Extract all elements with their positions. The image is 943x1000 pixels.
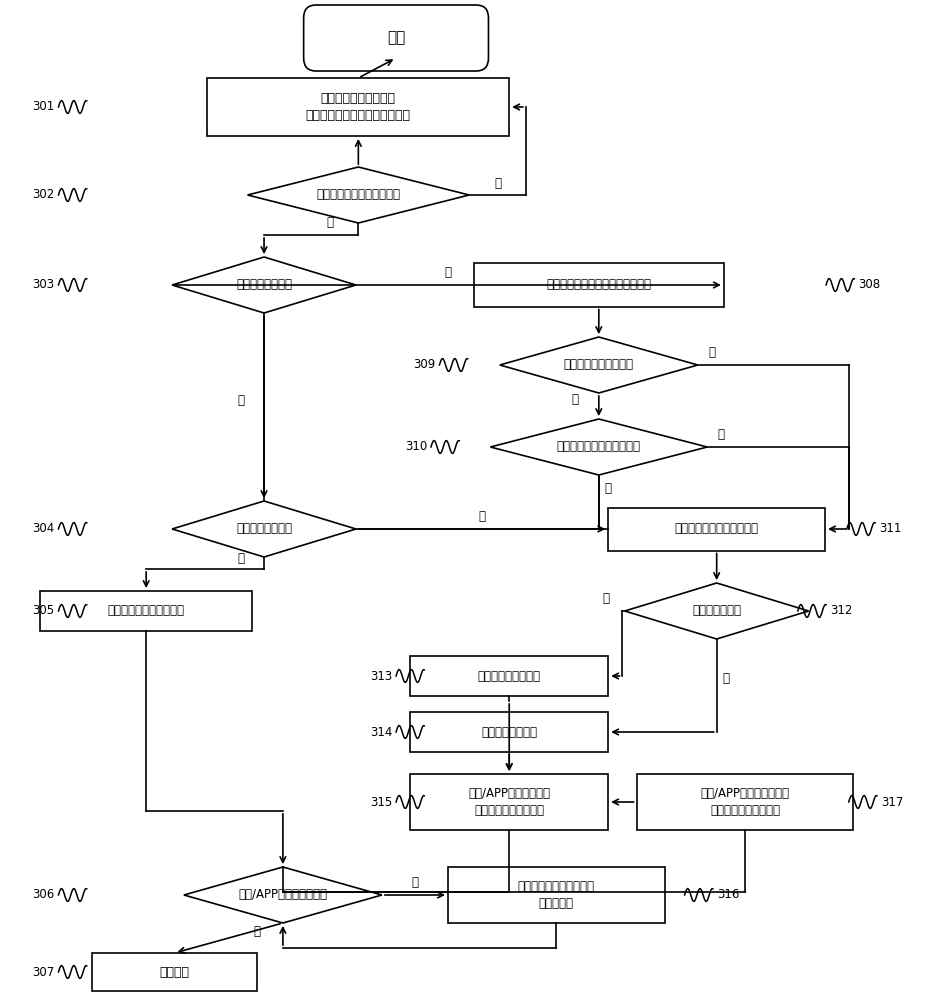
FancyBboxPatch shape <box>304 5 488 71</box>
Bar <box>474 263 724 306</box>
Text: 是: 是 <box>326 216 334 229</box>
Text: 是: 是 <box>604 482 612 495</box>
Text: 耐洗衣物较多？: 耐洗衣物较多？ <box>692 604 741 617</box>
Text: 衣物重量是否达到预设重量: 衣物重量是否达到预设重量 <box>316 188 401 202</box>
Text: 开始洗洤: 开始洗洤 <box>159 966 190 978</box>
Text: 衣物颜色差异小？: 衣物颜色差异小？ <box>236 278 292 292</box>
Text: 309: 309 <box>413 359 436 371</box>
Polygon shape <box>173 257 356 313</box>
Text: 否: 否 <box>479 510 486 523</box>
Text: 否: 否 <box>718 428 725 441</box>
Polygon shape <box>173 501 356 557</box>
Bar <box>608 508 825 550</box>
Text: 否: 否 <box>708 346 716 359</box>
Text: 304: 304 <box>32 522 55 536</box>
Bar <box>40 591 253 631</box>
Text: 317: 317 <box>881 796 903 808</box>
Text: 301: 301 <box>32 101 55 113</box>
Polygon shape <box>184 867 382 923</box>
Bar <box>448 867 665 923</box>
Text: 是: 是 <box>253 925 260 938</box>
Text: 312: 312 <box>830 604 852 617</box>
Polygon shape <box>490 419 707 475</box>
Text: 开始: 开始 <box>387 30 405 45</box>
Text: 313: 313 <box>370 670 392 682</box>
Text: 耐洗材质与不耐洗数量对比: 耐洗材质与不耐洗数量对比 <box>674 522 759 536</box>
Text: 306: 306 <box>32 888 55 902</box>
Text: 屏端/APP提示用户衣物颜
色差异大，需分开洗洤: 屏端/APP提示用户衣物颜 色差异大，需分开洗洤 <box>701 787 789 817</box>
Text: 否: 否 <box>603 592 609 605</box>
Text: 315: 315 <box>370 796 392 808</box>
Text: 相近颜色衣物占比多？: 相近颜色衣物占比多？ <box>564 359 634 371</box>
Text: 是: 是 <box>571 393 579 406</box>
Bar <box>410 712 608 752</box>
Text: 屏端/APP端确认是否开始: 屏端/APP端确认是否开始 <box>239 888 327 902</box>
Text: 307: 307 <box>32 966 55 978</box>
Text: 308: 308 <box>858 278 880 292</box>
Text: 311: 311 <box>879 522 902 536</box>
Text: 是: 是 <box>237 552 244 565</box>
Text: 计算颜色对比较大的衣物数量差异: 计算颜色对比较大的衣物数量差异 <box>546 278 652 292</box>
Polygon shape <box>248 167 470 223</box>
Text: 相近颜色衣物材质差异小？: 相近颜色衣物材质差异小？ <box>556 440 641 454</box>
Text: 303: 303 <box>33 278 55 292</box>
Text: 用户手动分拣衣物并选择
适合的程序: 用户手动分拣衣物并选择 适合的程序 <box>518 880 595 910</box>
Text: 匹配不耐洗衣物程序: 匹配不耐洗衣物程序 <box>478 670 540 682</box>
Text: 否: 否 <box>444 266 452 279</box>
Text: 305: 305 <box>33 604 55 617</box>
Text: 314: 314 <box>370 726 392 738</box>
Text: 匹配耐洗衣物程序: 匹配耐洗衣物程序 <box>481 726 538 738</box>
Bar <box>207 78 509 136</box>
Polygon shape <box>500 337 698 393</box>
Text: 302: 302 <box>32 188 55 202</box>
Bar <box>92 953 256 991</box>
Bar <box>637 774 853 830</box>
Text: 衣物材质差异小？: 衣物材质差异小？ <box>236 522 292 536</box>
Text: 否: 否 <box>494 177 501 190</box>
Text: 316: 316 <box>717 888 739 902</box>
Text: 按衣物材质选择匹配程序: 按衣物材质选择匹配程序 <box>108 604 185 617</box>
Bar <box>410 656 608 696</box>
Text: 向盛衣装置内添加衣物
衣物感知模块获取衣物参数信息: 向盛衣装置内添加衣物 衣物感知模块获取衣物参数信息 <box>306 92 411 122</box>
Text: 310: 310 <box>405 440 427 454</box>
Polygon shape <box>624 583 809 639</box>
Text: 是: 是 <box>237 394 244 407</box>
Bar <box>410 774 608 830</box>
Text: 是: 是 <box>722 672 730 686</box>
Text: 否: 否 <box>411 876 419 889</box>
Text: 屏端/APP提示衣物有混
洗问题，用户确认了解: 屏端/APP提示衣物有混 洗问题，用户确认了解 <box>469 787 550 817</box>
